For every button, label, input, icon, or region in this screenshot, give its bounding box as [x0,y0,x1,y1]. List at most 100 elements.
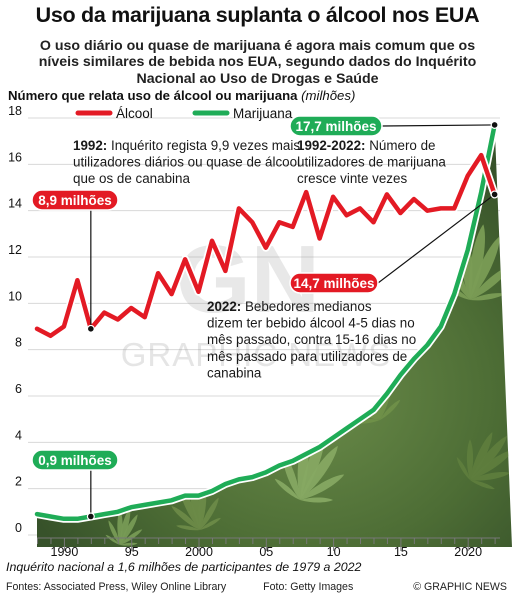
y-tick-label: 6 [15,382,22,396]
data-label-pill [289,272,379,294]
leaflet [119,507,131,545]
label-leader [377,193,495,284]
footer-credit: © GRAPHIC NEWS [413,581,507,593]
annotation-text: Inquérito regista 9,9 vezes mais [111,138,300,153]
y-tick-label: 8 [15,336,22,350]
marijuana-line [34,122,497,522]
footer-photo-credit: Foto: Getty Images [263,581,354,593]
label-pointer-dot [86,512,95,521]
footer-sources: Fontes: Associated Press, Wiley Online L… [6,581,227,593]
leaflet [108,520,120,545]
chart-header: Número que relata uso de álcool ou marij… [8,88,355,103]
data-label: 14,7 milhões [293,276,374,291]
leaflet [120,542,138,546]
annotation-text: Bebedores medianos [245,299,372,314]
leaflet [470,480,495,490]
leaflet [456,457,470,480]
cannabis-leaf [456,432,512,490]
leaflet [300,445,338,500]
alcohol-line [34,152,497,339]
annotation-text: Número de [369,138,435,153]
chart-header-unit: (milhões) [301,88,356,103]
annotation-2022: 2022: Bebedores medianos dizem ter bebido… [207,299,416,380]
x-tick-label: 1990 [51,545,79,559]
leaflet [200,517,221,530]
x-tick-label: 2000 [185,545,213,559]
annotation-text: cresce vinte vezes [297,171,407,186]
legend: Álcool Marijuana [75,106,293,121]
annotation-text: dizem ter bebido álcool 4-5 dias no [207,316,415,331]
y-tick-label: 16 [8,150,22,164]
axes: 0 2 4 6 8 10 12 14 16 18 1990 95 2000 05 10 15 2020 [8,104,500,559]
annotation-1992: 1992: Inquérito regista 9,9 vezes mais ut… [73,138,300,186]
y-tick-label: 18 [8,104,22,118]
data-label-pill [31,449,119,471]
watermark-text: GRAPHIC NEWS [121,336,392,373]
annotations: 8,9 milhões 0,9 milhões 17,7 milhões 14,7 m… [31,115,499,521]
annotation-text: utilizadores de marijuana [297,155,446,170]
leaflet [470,236,500,300]
series [33,121,499,523]
leaflet [171,505,200,530]
label-pointer-dot [490,190,499,199]
leaflet [420,222,430,240]
annotation-text: canabina [207,365,262,380]
x-tick-label: 10 [327,545,341,559]
label-leader [381,124,495,127]
annotation-title: 1992-2022: [297,138,369,153]
leaflet [200,497,219,530]
x-tick-label: 15 [394,545,408,559]
y-tick-label: 10 [8,289,22,303]
leaflet [470,432,493,480]
data-label: 0,9 milhões [38,453,112,468]
data-label-pill [289,115,383,137]
page-subtitle: O uso diário ou quase de marijuana é ago… [38,38,477,87]
annotation-text: que os de canabina [73,171,190,186]
leaflet [120,529,143,545]
x-tick-label: 2020 [454,545,482,559]
annotation-1992-2022: 1992-2022: Número de utilizadores de mari… [297,138,446,186]
leaflet [469,224,485,300]
data-label: 8,9 milhões [38,193,112,208]
leaflet [380,399,401,420]
cannabis-leaf [105,507,143,546]
x-tick-label: 95 [125,545,139,559]
data-label: 17,7 milhões [295,119,376,134]
annotation-title: 2022: [207,299,245,314]
y-tick-label: 14 [8,197,22,211]
leaflet [274,478,300,500]
leaflet [105,534,120,545]
label-pointer-dot [490,120,499,129]
y-tick-label: 12 [8,243,22,257]
data-label-pill [31,189,119,211]
footnote: Inquérito nacional a 1,6 milhões de part… [6,560,362,574]
leaflet [300,497,333,503]
annotation-text: mês passado para utilizadores de [207,349,407,364]
y-tick-label: 2 [15,475,22,489]
leaflet [387,217,420,240]
leaflet [401,240,420,247]
leaflet [120,514,138,545]
leaflet [470,472,511,481]
leaflet [470,435,508,480]
leaflet [470,449,512,480]
leaflet [417,209,423,240]
leaflet [470,293,505,301]
y-tick-label: 0 [15,521,22,535]
annotation-text: utilizadores diários ou quase de álcool [73,155,300,170]
annotation-title: 1992: [73,138,111,153]
leaflet [300,474,345,500]
legend-label: Marijuana [233,106,293,121]
leaflet [466,439,474,480]
label-pointer-dot [86,324,95,333]
footer: Fontes: Associated Press, Wiley Online L… [6,581,353,593]
legend-label: Álcool [116,106,153,121]
page-title: Uso da marijuana suplanta o álcool nos E… [35,3,480,27]
annotation-text: mês passado, contra 15-16 dias no [207,332,416,347]
x-tick-label: 05 [259,545,273,559]
y-tick-label: 4 [15,428,22,442]
leaflet [176,525,200,531]
chart-header-label: Número que relata uso de álcool ou marij… [8,88,298,103]
